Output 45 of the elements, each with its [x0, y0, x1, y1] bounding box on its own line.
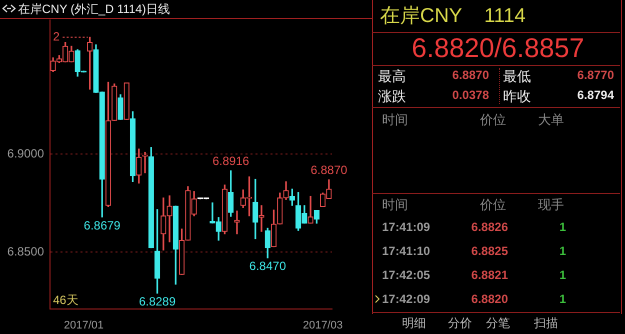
text: 1 — [559, 220, 566, 234]
text: 17:41:09 — [382, 220, 430, 234]
candlestick — [258, 205, 264, 232]
text: 6.8825 — [471, 244, 508, 258]
text: 价位 — [480, 112, 506, 127]
text: 0.0378 — [452, 88, 489, 102]
text: 6.8821 — [471, 268, 508, 282]
text: 分笔 — [486, 316, 510, 330]
y-tick-label: 6.9000 — [7, 146, 44, 161]
text: 1 — [559, 268, 566, 282]
annotation: 6.8679 — [84, 218, 121, 232]
text: 6.8820/6.8857 — [410, 33, 586, 63]
annotation: 2 — [53, 30, 60, 44]
text: 时间 — [382, 112, 408, 127]
text: 17:41:10 — [382, 244, 430, 258]
text: 最高 — [378, 68, 406, 84]
x-tick-label: 2017/03 — [302, 319, 343, 332]
text: 6.8794 — [577, 88, 614, 102]
text: 价位 — [480, 197, 506, 212]
text: 在岸CNY 1114 — [380, 5, 526, 27]
text: 1 — [559, 292, 566, 306]
text: 17:42:05 — [382, 268, 430, 282]
text: 17:42:09 — [382, 292, 430, 306]
text: 现手 — [538, 197, 564, 212]
annotation: 6.8289 — [138, 294, 176, 309]
text: 6.8770 — [577, 68, 614, 82]
text: 6.8826 — [471, 220, 508, 234]
text: 最低 — [503, 68, 531, 84]
text: 1 — [559, 244, 566, 258]
y-tick-label: 6.8500 — [7, 244, 44, 258]
text: 时间 — [382, 197, 408, 212]
text: 6.8820 — [471, 292, 508, 306]
text: 大单 — [538, 112, 564, 127]
text: 6.8870 — [452, 68, 489, 82]
annotation: 6.8470 — [249, 259, 286, 274]
x-tick-label: 2017/01 — [64, 319, 104, 332]
text: 分价 — [448, 316, 472, 330]
text: 涨跌 — [378, 88, 406, 104]
annotation: 6.8916 — [212, 154, 250, 168]
annotation: 46天 — [53, 293, 78, 308]
text: 明细 — [402, 316, 426, 330]
annotation: 6.8870 — [310, 162, 348, 177]
chart-title: 在岸CNY (外汇_D 1114)日线 — [18, 2, 170, 16]
text: 昨收 — [503, 88, 531, 104]
text: 扫描 — [534, 316, 558, 330]
